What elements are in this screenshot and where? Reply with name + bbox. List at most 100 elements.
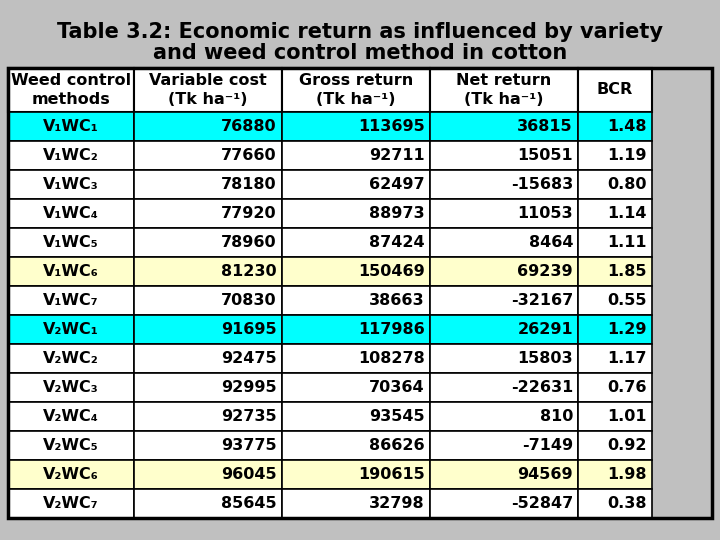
Text: -7149: -7149 bbox=[522, 438, 573, 453]
Bar bbox=[134, 199, 282, 228]
Text: 1.85: 1.85 bbox=[608, 264, 647, 279]
Text: 8464: 8464 bbox=[528, 235, 573, 250]
Text: 96045: 96045 bbox=[221, 467, 277, 482]
Bar bbox=[282, 199, 430, 228]
Bar bbox=[8, 228, 134, 257]
Bar bbox=[578, 460, 652, 489]
Bar bbox=[282, 170, 430, 199]
Bar bbox=[134, 228, 282, 257]
Text: V₂WC₄: V₂WC₄ bbox=[43, 409, 99, 424]
Bar bbox=[282, 344, 430, 373]
Bar bbox=[578, 344, 652, 373]
Text: Table 3.2: Economic return as influenced by variety: Table 3.2: Economic return as influenced… bbox=[57, 22, 663, 42]
Bar bbox=[430, 315, 578, 344]
Bar bbox=[578, 489, 652, 518]
Bar bbox=[282, 373, 430, 402]
Bar bbox=[578, 199, 652, 228]
Text: 810: 810 bbox=[539, 409, 573, 424]
Text: V₁WC₁: V₁WC₁ bbox=[43, 119, 99, 134]
Text: 0.38: 0.38 bbox=[608, 496, 647, 511]
Bar bbox=[134, 489, 282, 518]
Bar bbox=[282, 315, 430, 344]
Bar bbox=[430, 489, 578, 518]
Bar bbox=[134, 431, 282, 460]
Bar bbox=[282, 141, 430, 170]
Bar bbox=[8, 68, 134, 112]
Bar bbox=[282, 489, 430, 518]
Text: V₁WC₂: V₁WC₂ bbox=[43, 148, 99, 163]
Bar bbox=[430, 199, 578, 228]
Text: Gross return
(Tk ha⁻¹): Gross return (Tk ha⁻¹) bbox=[299, 73, 413, 107]
Text: V₂WC₆: V₂WC₆ bbox=[43, 467, 99, 482]
Text: 70830: 70830 bbox=[221, 293, 277, 308]
Bar bbox=[430, 170, 578, 199]
Text: 87424: 87424 bbox=[369, 235, 425, 250]
Bar bbox=[430, 460, 578, 489]
Bar bbox=[282, 460, 430, 489]
Text: 69239: 69239 bbox=[518, 264, 573, 279]
Bar bbox=[578, 228, 652, 257]
Text: 78180: 78180 bbox=[221, 177, 277, 192]
Bar bbox=[430, 228, 578, 257]
Bar bbox=[430, 431, 578, 460]
Text: 1.19: 1.19 bbox=[608, 148, 647, 163]
Bar bbox=[578, 286, 652, 315]
Bar bbox=[134, 257, 282, 286]
Bar bbox=[282, 431, 430, 460]
Bar bbox=[8, 344, 134, 373]
Text: 92475: 92475 bbox=[221, 351, 277, 366]
Bar bbox=[134, 402, 282, 431]
Text: 108278: 108278 bbox=[359, 351, 425, 366]
Bar bbox=[282, 68, 430, 112]
Bar bbox=[134, 286, 282, 315]
Text: 92995: 92995 bbox=[221, 380, 277, 395]
Text: 0.55: 0.55 bbox=[608, 293, 647, 308]
Text: -15683: -15683 bbox=[510, 177, 573, 192]
Bar bbox=[134, 460, 282, 489]
Bar bbox=[8, 68, 712, 518]
Bar bbox=[282, 286, 430, 315]
Text: V₁WC₃: V₁WC₃ bbox=[43, 177, 99, 192]
Bar bbox=[134, 68, 282, 112]
Text: 15051: 15051 bbox=[518, 148, 573, 163]
Text: 1.01: 1.01 bbox=[608, 409, 647, 424]
Text: 1.29: 1.29 bbox=[608, 322, 647, 337]
Text: and weed control method in cotton: and weed control method in cotton bbox=[153, 43, 567, 63]
Bar bbox=[578, 402, 652, 431]
Text: 81230: 81230 bbox=[221, 264, 277, 279]
Text: 36815: 36815 bbox=[518, 119, 573, 134]
Text: V₂WC₅: V₂WC₅ bbox=[43, 438, 99, 453]
Bar bbox=[8, 489, 134, 518]
Bar bbox=[430, 68, 578, 112]
Text: 190615: 190615 bbox=[359, 467, 425, 482]
Bar bbox=[578, 112, 652, 141]
Bar bbox=[8, 460, 134, 489]
Text: 1.48: 1.48 bbox=[608, 119, 647, 134]
Text: 38663: 38663 bbox=[369, 293, 425, 308]
Text: BCR: BCR bbox=[597, 83, 633, 98]
Bar bbox=[430, 141, 578, 170]
Text: 32798: 32798 bbox=[369, 496, 425, 511]
Bar bbox=[578, 257, 652, 286]
Text: Variable cost
(Tk ha⁻¹): Variable cost (Tk ha⁻¹) bbox=[149, 73, 267, 107]
Bar bbox=[8, 373, 134, 402]
Bar bbox=[430, 257, 578, 286]
Text: 91695: 91695 bbox=[221, 322, 277, 337]
Bar bbox=[430, 373, 578, 402]
Text: 70364: 70364 bbox=[369, 380, 425, 395]
Bar bbox=[8, 431, 134, 460]
Text: -32167: -32167 bbox=[510, 293, 573, 308]
Bar bbox=[282, 257, 430, 286]
Text: 1.14: 1.14 bbox=[608, 206, 647, 221]
Text: 92711: 92711 bbox=[369, 148, 425, 163]
Text: 88973: 88973 bbox=[369, 206, 425, 221]
Bar bbox=[8, 402, 134, 431]
Text: 11053: 11053 bbox=[518, 206, 573, 221]
Text: V₁WC₆: V₁WC₆ bbox=[43, 264, 99, 279]
Text: V₂WC₁: V₂WC₁ bbox=[43, 322, 99, 337]
Text: V₂WC₃: V₂WC₃ bbox=[43, 380, 99, 395]
Text: 113695: 113695 bbox=[359, 119, 425, 134]
Bar bbox=[578, 68, 652, 112]
Text: Net return
(Tk ha⁻¹): Net return (Tk ha⁻¹) bbox=[456, 73, 552, 107]
Bar bbox=[430, 112, 578, 141]
